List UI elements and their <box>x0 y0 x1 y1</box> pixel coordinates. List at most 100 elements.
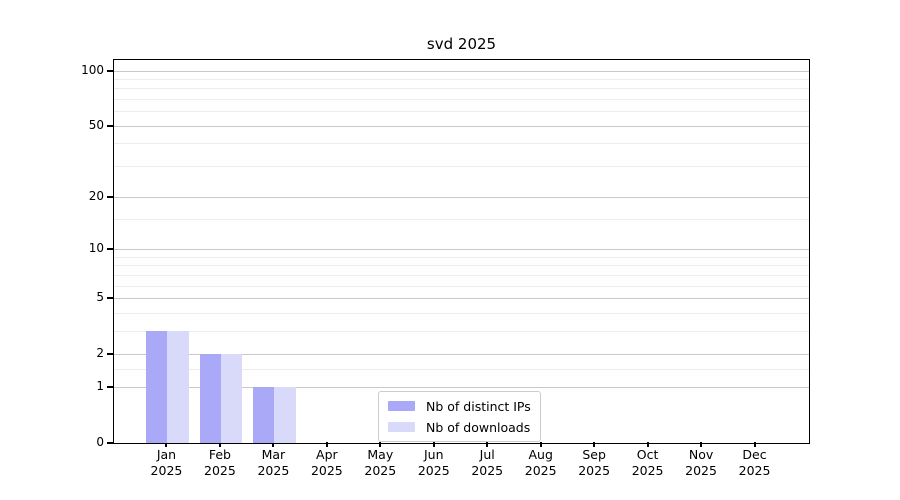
legend-label-downloads: Nb of downloads <box>426 419 531 435</box>
x-tick-month: Jul <box>479 447 495 462</box>
y-tick-label-50: 50 <box>88 117 104 132</box>
y-tick-label-0: 0 <box>96 434 104 449</box>
x-tick-label-aug: Aug 2025 <box>509 447 573 479</box>
legend-swatch-distinct-ips <box>388 401 415 411</box>
x-tick-label-feb: Feb 2025 <box>188 447 252 479</box>
x-tick-mark-feb <box>218 442 221 447</box>
gridline-major-1 <box>114 386 809 388</box>
legend-label-distinct-ips: Nb of distinct IPs <box>426 398 531 414</box>
gridline-minor <box>114 256 809 258</box>
x-tick-year: 2025 <box>738 463 771 478</box>
y-tick-label-10: 10 <box>88 241 104 256</box>
x-tick-year: 2025 <box>204 463 236 478</box>
x-tick-mark-jun <box>432 442 435 447</box>
plot-area: Nb of distinct IPs Nb of downloads <box>113 59 810 444</box>
x-tick-mark-nov <box>700 442 703 447</box>
y-tick-label-20: 20 <box>88 189 104 204</box>
gridline-minor <box>114 274 809 276</box>
gridline-minor <box>114 265 809 267</box>
x-tick-mark-jul <box>486 442 489 447</box>
x-tick-month: Nov <box>688 447 714 462</box>
x-tick-year: 2025 <box>310 463 343 478</box>
gridline-minor <box>114 285 809 287</box>
x-tick-year: 2025 <box>257 463 290 478</box>
y-tick-label-100: 100 <box>81 62 104 77</box>
legend-item-downloads: Nb of downloads <box>388 418 531 436</box>
x-tick-year: 2025 <box>578 463 611 478</box>
x-tick-month: Mar <box>261 447 286 462</box>
x-tick-label-may: May 2025 <box>348 447 412 479</box>
x-tick-mark-apr <box>325 442 328 447</box>
x-tick-label-apr: Apr 2025 <box>295 447 359 479</box>
x-tick-month: Apr <box>316 447 338 462</box>
x-tick-year: 2025 <box>417 463 450 478</box>
y-tick-mark-50 <box>107 124 114 127</box>
y-tick-label-2: 2 <box>96 345 104 360</box>
x-tick-mark-oct <box>646 442 649 447</box>
x-tick-year: 2025 <box>364 463 397 478</box>
gridline-major-20 <box>114 197 809 199</box>
legend-item-distinct-ips: Nb of distinct IPs <box>388 397 531 415</box>
y-tick-mark-5 <box>107 297 114 300</box>
y-tick-mark-10 <box>107 248 114 251</box>
bar-nb-of-distinct-ips-feb <box>199 354 221 443</box>
x-tick-month: Jan <box>156 447 177 462</box>
x-tick-label-dec: Dec 2025 <box>723 447 787 479</box>
x-tick-month: Jun <box>424 447 444 462</box>
y-tick-mark-20 <box>107 196 114 199</box>
bar-nb-of-downloads-jan <box>167 331 189 443</box>
x-tick-month: Feb <box>208 447 231 462</box>
x-tick-mark-aug <box>539 442 542 447</box>
legend-swatch-downloads <box>388 422 415 432</box>
x-tick-month: Sep <box>582 447 606 462</box>
x-tick-mark-dec <box>753 442 756 447</box>
x-tick-month: Oct <box>636 447 659 462</box>
x-tick-label-jul: Jul 2025 <box>455 447 519 479</box>
y-tick-mark-2 <box>107 352 114 355</box>
x-tick-label-jun: Jun 2025 <box>402 447 466 479</box>
x-tick-year: 2025 <box>150 463 183 478</box>
gridline-minor <box>114 368 809 370</box>
x-tick-label-nov: Nov 2025 <box>669 447 733 479</box>
y-tick-mark-1 <box>107 385 114 388</box>
gridline-major-2 <box>114 353 809 355</box>
x-tick-mark-sep <box>593 442 596 447</box>
gridline-major-50 <box>114 125 809 127</box>
x-tick-year: 2025 <box>685 463 717 478</box>
gridline-minor <box>114 330 809 332</box>
gridline-major-100 <box>114 70 809 72</box>
x-tick-mark-may <box>379 442 382 447</box>
chart-title: svd 2025 <box>426 35 497 53</box>
bar-nb-of-distinct-ips-jan <box>146 331 168 443</box>
x-tick-mark-mar <box>272 442 275 447</box>
legend: Nb of distinct IPs Nb of downloads <box>378 391 541 442</box>
x-tick-year: 2025 <box>631 463 664 478</box>
gridline-minor <box>114 79 809 81</box>
x-tick-label-oct: Oct 2025 <box>616 447 680 479</box>
x-tick-label-mar: Mar 2025 <box>241 447 305 479</box>
x-tick-month: Dec <box>742 447 767 462</box>
gridline-major-5 <box>114 298 809 300</box>
y-tick-mark-0 <box>107 441 114 444</box>
x-tick-label-sep: Sep 2025 <box>562 447 626 479</box>
gridline-major-10 <box>114 249 809 251</box>
y-tick-label-5: 5 <box>96 290 104 305</box>
gridline-minor <box>114 143 809 145</box>
x-tick-year: 2025 <box>471 463 504 478</box>
x-tick-month: Aug <box>528 447 553 462</box>
gridline-minor <box>114 99 809 101</box>
y-tick-mark-100 <box>107 69 114 72</box>
bar-nb-of-downloads-feb <box>220 354 243 443</box>
gridline-minor <box>114 165 809 167</box>
x-tick-month: May <box>367 447 394 462</box>
x-tick-label-jan: Jan 2025 <box>134 447 198 479</box>
y-tick-label-1: 1 <box>96 378 104 393</box>
bar-nb-of-distinct-ips-mar <box>253 387 275 443</box>
gridline-minor <box>114 219 809 221</box>
gridline-minor <box>114 111 809 113</box>
gridline-minor <box>114 88 809 90</box>
x-tick-year: 2025 <box>524 463 557 478</box>
bar-nb-of-downloads-mar <box>274 387 296 443</box>
x-tick-mark-jan <box>165 442 168 447</box>
